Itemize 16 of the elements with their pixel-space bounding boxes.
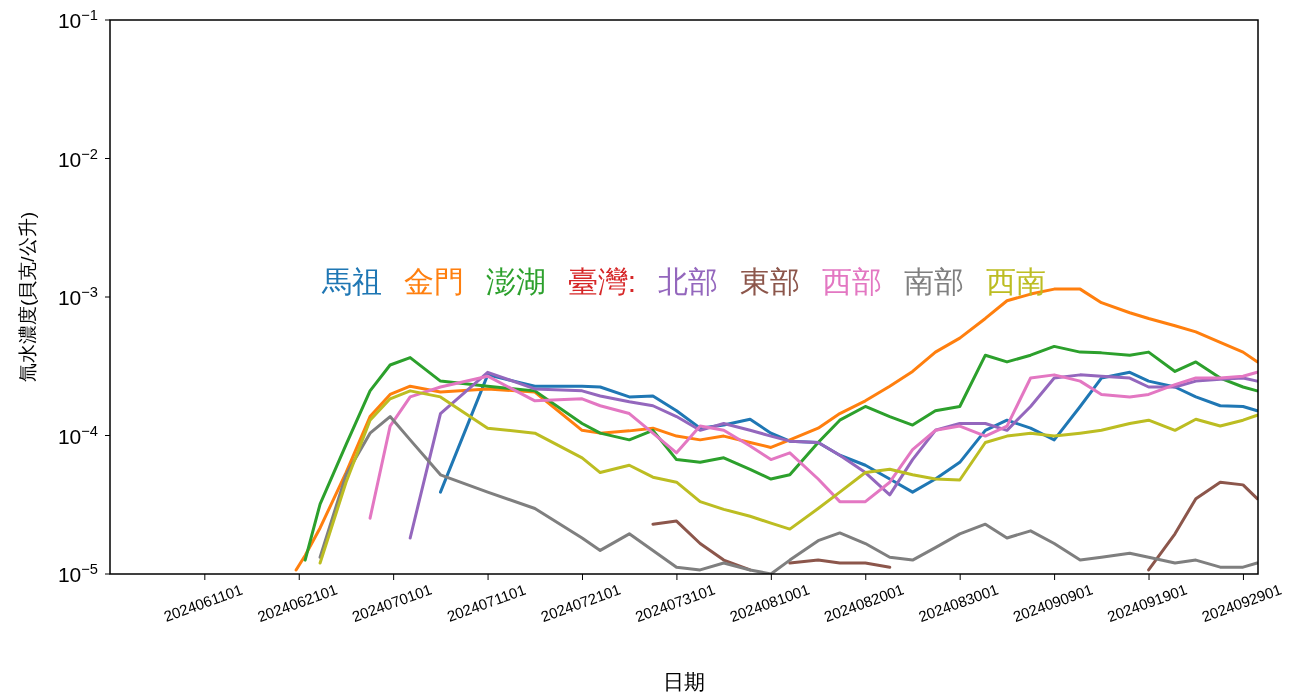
y-tick-label: 10$^{−3}$ — [57, 284, 98, 309]
text: 馬祖 — [321, 265, 382, 298]
text: 金門 — [403, 265, 464, 298]
y-tick-label: 10$^{−4}$ — [57, 422, 98, 448]
text: 北部 — [658, 265, 719, 298]
text: 西南 — [986, 265, 1047, 298]
text: 臺灣: — [567, 265, 637, 298]
y-tick-label: 10$^{−1}$ — [57, 7, 98, 32]
y-tick-label: 10$^{−2}$ — [57, 145, 98, 171]
text: 西部 — [822, 265, 883, 298]
x-axis-title: 日期 — [663, 670, 705, 693]
text: 南部 — [904, 265, 965, 298]
text: 東部 — [740, 265, 801, 298]
text: 澎湖 — [485, 265, 546, 298]
y-tick-label: 10$^{−5}$ — [57, 561, 98, 586]
y-axis-title: 氚水濃度(貝克/公升) — [17, 212, 38, 382]
